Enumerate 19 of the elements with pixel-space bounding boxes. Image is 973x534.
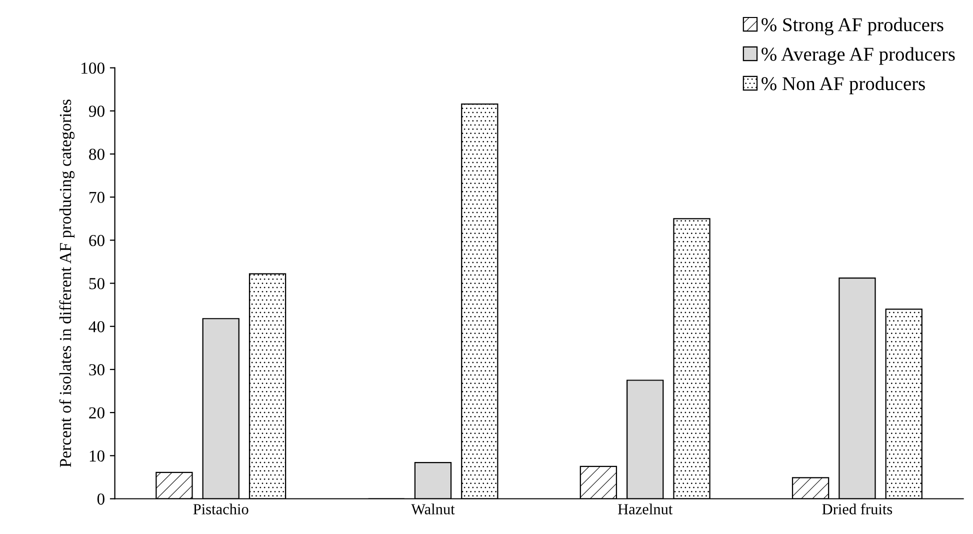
y-tick-label: 30	[89, 364, 104, 376]
y-tick-label: 10	[90, 450, 104, 462]
y-tick-label: 80	[89, 148, 104, 160]
y-tick-label: 0	[97, 493, 104, 505]
x-tick-label: Pistachio	[193, 504, 248, 514]
x-tick-label: Hazelnut	[618, 504, 673, 514]
x-tick-label: Dried fruits	[822, 503, 892, 514]
x-tick-label: Walnut	[411, 504, 455, 514]
legend-label: % Strong AF producers	[762, 18, 944, 36]
legend-label: % Non AF producers	[762, 76, 925, 94]
y-tick-label: 90	[88, 106, 104, 117]
y-tick-label: 50	[89, 278, 104, 290]
legend-label: % Average AF producers	[762, 47, 955, 65]
y-tick-label: 40	[88, 321, 104, 332]
y-tick-label: 70	[90, 192, 104, 204]
y-tick-label: 20	[89, 407, 104, 419]
y-tick-label: 100	[82, 62, 104, 74]
y-tick-label: 60	[89, 234, 104, 246]
y-axis-title: Percent of isolates in different AF producing categories	[59, 100, 75, 468]
